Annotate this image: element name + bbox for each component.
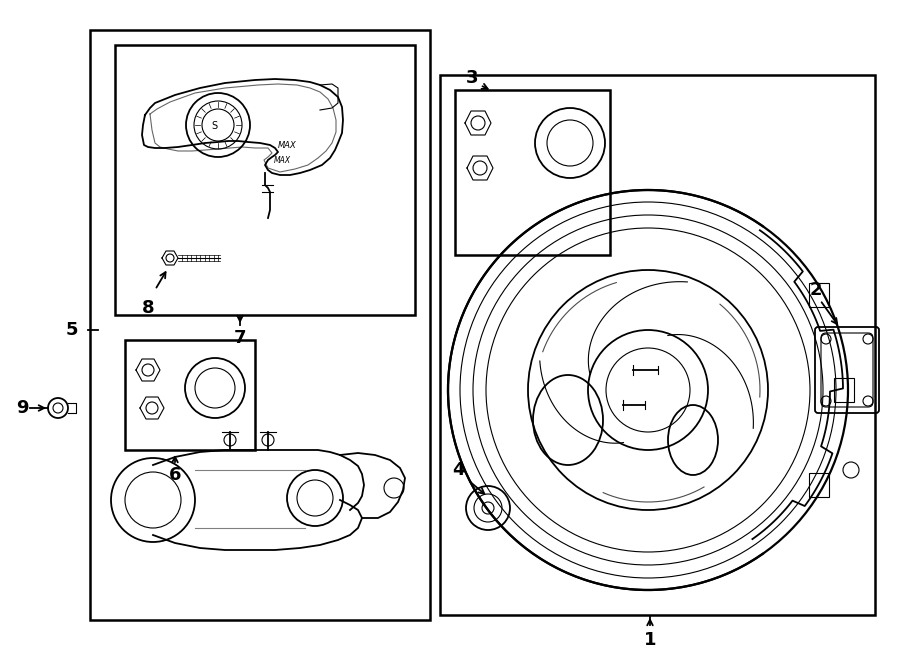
Text: 6: 6 xyxy=(169,466,181,484)
Bar xyxy=(440,75,875,615)
Bar xyxy=(125,340,255,450)
Text: MAX: MAX xyxy=(274,156,291,165)
Bar xyxy=(808,473,829,497)
Text: 1: 1 xyxy=(644,631,656,649)
Bar xyxy=(808,283,829,307)
Text: 4: 4 xyxy=(452,461,464,479)
Bar xyxy=(834,378,854,402)
Text: 3: 3 xyxy=(466,69,478,87)
Text: 7: 7 xyxy=(234,329,247,347)
Bar xyxy=(455,90,610,255)
Text: 5: 5 xyxy=(66,321,78,339)
Text: S: S xyxy=(211,121,217,131)
Bar xyxy=(90,30,430,620)
Text: 2: 2 xyxy=(810,281,823,299)
Text: 8: 8 xyxy=(141,299,154,317)
Bar xyxy=(115,45,415,315)
Text: MAX: MAX xyxy=(278,141,297,150)
Text: 9: 9 xyxy=(16,399,28,417)
